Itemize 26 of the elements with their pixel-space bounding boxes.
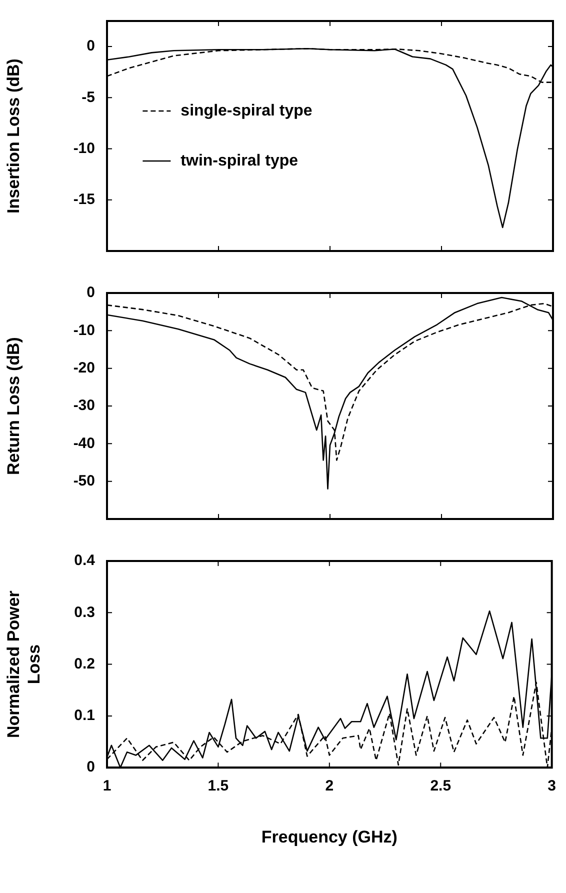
x-tick-label: 1 bbox=[102, 778, 112, 795]
y-tick-label: -40 bbox=[73, 434, 95, 452]
legend-label: single-spiral type bbox=[180, 102, 312, 120]
y-tick-label: -20 bbox=[73, 359, 95, 376]
y-axis-title: Insertion Loss (dB) bbox=[4, 58, 23, 214]
y-tick-label: -15 bbox=[73, 191, 95, 208]
y-tick-label: 0 bbox=[86, 758, 95, 776]
y-tick-label: -50 bbox=[73, 472, 95, 490]
x-tick-label: 2 bbox=[325, 778, 334, 795]
legend-label: twin-spiral type bbox=[180, 152, 298, 170]
x-axis-title: Frequency (GHz) bbox=[261, 827, 398, 846]
y-axis-title: Normalized Power Loss bbox=[4, 590, 44, 738]
y-tick-label: 0.2 bbox=[74, 655, 95, 672]
y-tick-label: 0 bbox=[86, 284, 95, 302]
y-tick-label: -10 bbox=[73, 140, 95, 157]
y-tick-label: 0.1 bbox=[74, 707, 95, 724]
y-tick-label: 0.4 bbox=[74, 552, 96, 570]
x-tick-label: 1.5 bbox=[208, 778, 229, 795]
y-tick-label: -10 bbox=[73, 322, 95, 339]
x-tick-label: 2.5 bbox=[430, 778, 452, 795]
x-tick-label: 3 bbox=[548, 778, 556, 795]
y-tick-label: 0.3 bbox=[74, 604, 95, 621]
y-tick-label: -5 bbox=[82, 88, 95, 106]
y-tick-label: 0 bbox=[86, 38, 95, 55]
y-tick-label: -30 bbox=[73, 397, 95, 414]
y-axis-title: Return Loss (dB) bbox=[4, 337, 23, 475]
